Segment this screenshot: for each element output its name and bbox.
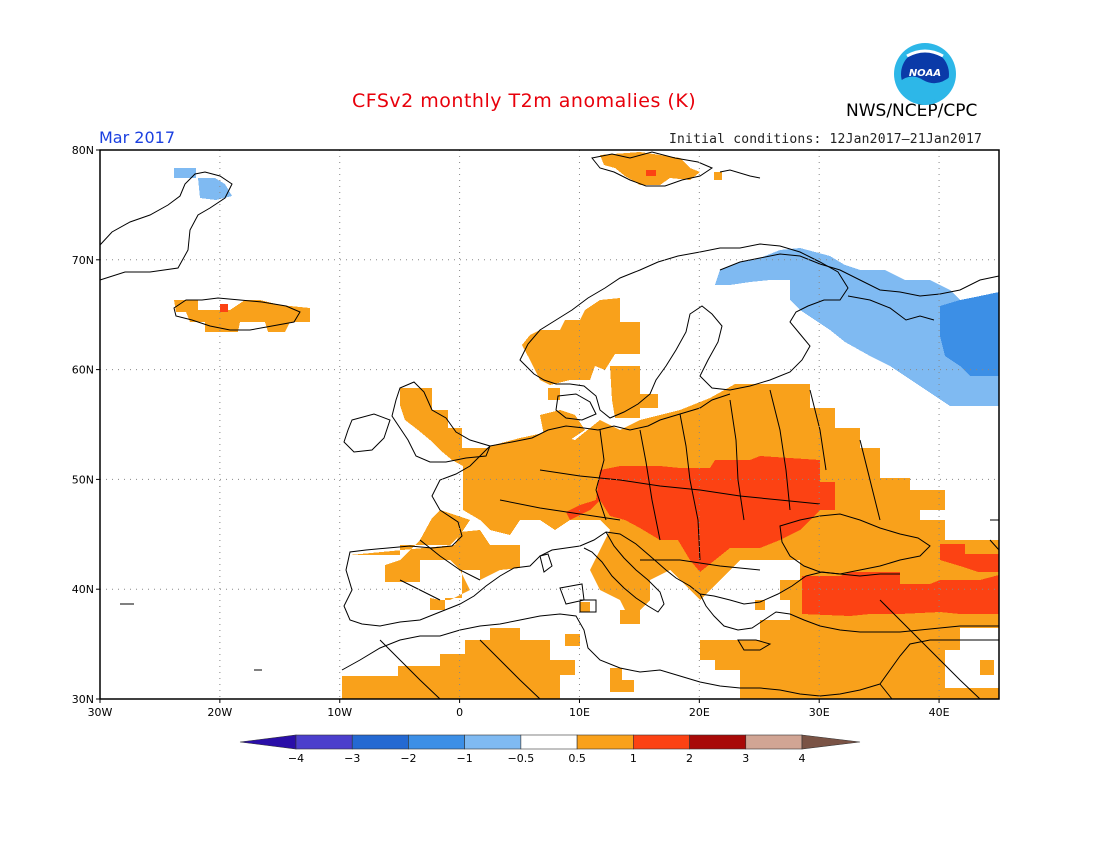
colorbar-swatch xyxy=(408,734,465,750)
colorbar-swatch xyxy=(689,734,747,750)
colorbar-label: −3 xyxy=(344,752,360,765)
colorbar-swatch xyxy=(576,734,634,750)
latitude-tick-label: 60N xyxy=(72,364,94,377)
latitude-tick-label: 40N xyxy=(72,583,94,596)
colorbar-swatch xyxy=(633,734,690,750)
longitude-tick-label: 10W xyxy=(327,706,352,719)
initial-conditions: Initial conditions: 12Jan2017–21Jan2017 xyxy=(669,132,983,147)
colorbar-label: −4 xyxy=(288,752,304,765)
svg-text:NOAA: NOAA xyxy=(909,68,941,79)
latitude-tick-label: 80N xyxy=(72,144,94,157)
colorbar-label: 0.5 xyxy=(568,752,586,765)
colorbar-label: −1 xyxy=(457,752,473,765)
colorbar-label: −2 xyxy=(400,752,416,765)
colorbar-swatch xyxy=(464,734,522,750)
colorbar-high-triangle xyxy=(801,734,861,750)
colorbar xyxy=(239,734,861,750)
longitude-tick-label: 20W xyxy=(207,706,232,719)
latitude-tick-label: 70N xyxy=(72,254,94,267)
colorbar-label: −0.5 xyxy=(508,752,535,765)
colorbar-label: 4 xyxy=(799,752,806,765)
latitude-tick-label: 30N xyxy=(72,693,94,706)
longitude-tick-label: 40E xyxy=(929,706,950,719)
urals-cold xyxy=(940,292,999,376)
colorbar-label: 1 xyxy=(630,752,637,765)
northwest-russia-cold xyxy=(174,168,999,406)
noaa-logo-icon: NOAA xyxy=(894,43,956,105)
colorbar-label: 2 xyxy=(686,752,693,765)
agency-label: NWS/NCEP/CPC xyxy=(846,101,978,121)
colorbar-swatch xyxy=(351,734,409,750)
colorbar-labels: −4 −3 −2 −1 −0.5 0.5 1 2 3 4 xyxy=(288,752,806,765)
forecast-month: Mar 2017 xyxy=(99,128,175,147)
coastlines xyxy=(99,151,1000,700)
central-europe-warm xyxy=(220,170,999,616)
anomaly-fills xyxy=(174,152,999,699)
map-title: CFSv2 monthly T2m anomalies (K) xyxy=(352,90,697,112)
longitude-tick-label: 10E xyxy=(569,706,590,719)
longitude-labels: 30W 20W 10W 0 10E 20E 30E 40E xyxy=(88,699,950,719)
longitude-tick-label: 30W xyxy=(88,706,113,719)
longitude-tick-label: 30E xyxy=(809,706,830,719)
map-frame xyxy=(99,149,1000,700)
colorbar-low-triangle xyxy=(239,734,297,750)
colorbar-swatch xyxy=(520,734,578,750)
longitude-tick-label: 20E xyxy=(689,706,710,719)
colorbar-swatch xyxy=(295,734,353,750)
colorbar-label: 3 xyxy=(742,752,749,765)
colorbar-swatch xyxy=(745,734,803,750)
latitude-tick-label: 50N xyxy=(72,473,94,486)
latitude-labels: 80N 70N 60N 50N 40N 30N xyxy=(72,144,100,706)
longitude-tick-label: 0 xyxy=(456,706,463,719)
